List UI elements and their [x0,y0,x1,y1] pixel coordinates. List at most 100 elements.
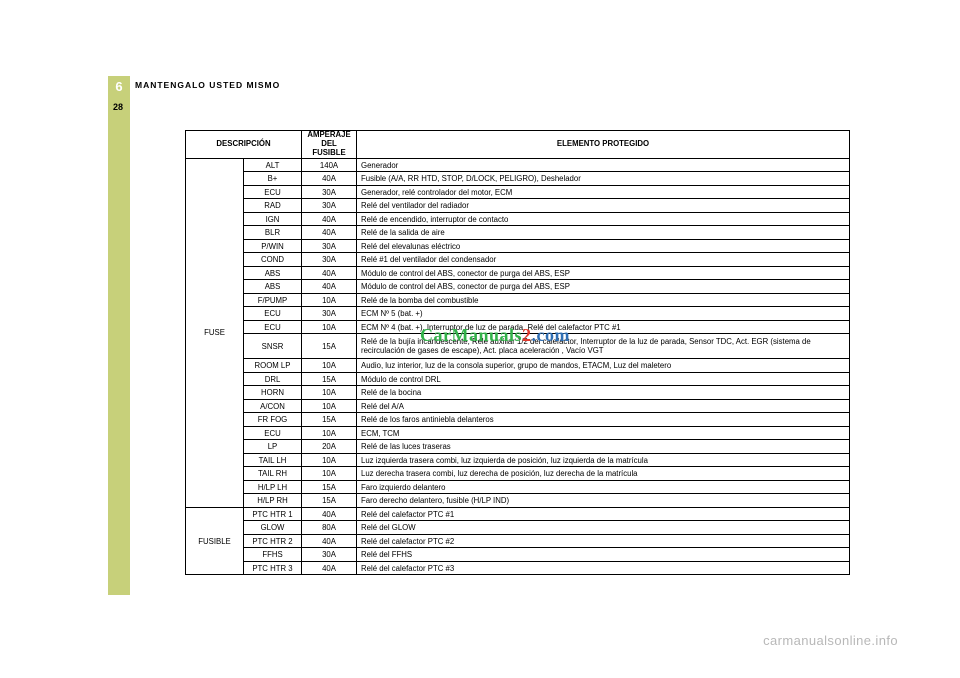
sub-cell: PTC HTR 1 [244,507,302,521]
group-cell: FUSE [186,158,244,507]
table-row: DRL15AMódulo de control DRL [186,372,850,386]
element-cell: ECM Nº 5 (bat. +) [357,307,850,321]
table-row: HORN10ARelé de la bocina [186,386,850,400]
amp-cell: 15A [302,480,357,494]
element-cell: Relé del ventilador del radiador [357,199,850,213]
page-number: 28 [113,102,123,112]
sub-cell: ECU [244,320,302,334]
element-cell: Módulo de control del ABS, conector de p… [357,266,850,280]
element-cell: Relé del A/A [357,399,850,413]
header-description: DESCRIPCIÓN [186,131,302,159]
sub-cell: FR FOG [244,413,302,427]
element-cell: Luz izquierda trasera combi, luz izquier… [357,453,850,467]
sub-cell: ALT [244,158,302,172]
sub-cell: FFHS [244,548,302,562]
element-cell: ECM Nº 4 (bat. +), Interruptor de luz de… [357,320,850,334]
sub-cell: GLOW [244,521,302,535]
element-cell: Relé del calefactor PTC #1 [357,507,850,521]
table-row: A/CON10ARelé del A/A [186,399,850,413]
element-cell: Relé del GLOW [357,521,850,535]
element-cell: Generador [357,158,850,172]
element-cell: ECM, TCM [357,426,850,440]
amp-cell: 15A [302,372,357,386]
sub-cell: ABS [244,280,302,294]
element-cell: Relé #1 del ventilador del condensador [357,253,850,267]
table-body: FUSEALT140AGeneradorB+40AFusible (A/A, R… [186,158,850,575]
sub-cell: PTC HTR 2 [244,534,302,548]
header-element: ELEMENTO PROTEGIDO [357,131,850,159]
amp-cell: 30A [302,239,357,253]
table-row: FUSEALT140AGenerador [186,158,850,172]
amp-cell: 15A [302,334,357,359]
table-row: PTC HTR 340ARelé del calefactor PTC #3 [186,561,850,575]
amp-cell: 10A [302,426,357,440]
table-row: TAIL RH10ALuz derecha trasera combi, luz… [186,467,850,481]
header-amperage: AMPERAJE DEL FUSIBLE [302,131,357,159]
sidebar-strip [108,98,130,595]
table-row: ABS40AMódulo de control del ABS, conecto… [186,266,850,280]
element-cell: Relé del FFHS [357,548,850,562]
page: 6 MANTENGALO USTED MISMO 28 DESCRIPCIÓN … [0,0,960,678]
table-row: GLOW80ARelé del GLOW [186,521,850,535]
element-cell: Relé de la salida de aire [357,226,850,240]
amp-cell: 15A [302,494,357,508]
element-cell: Relé del calefactor PTC #2 [357,534,850,548]
table-row: F/PUMP10ARelé de la bomba del combustibl… [186,293,850,307]
sub-cell: LP [244,440,302,454]
element-cell: Fusible (A/A, RR HTD, STOP, D/LOCK, PELI… [357,172,850,186]
sub-cell: TAIL LH [244,453,302,467]
sub-cell: F/PUMP [244,293,302,307]
table-row: BLR40ARelé de la salida de aire [186,226,850,240]
element-cell: Relé de las luces traseras [357,440,850,454]
table-row: TAIL LH10ALuz izquierda trasera combi, l… [186,453,850,467]
sub-cell: A/CON [244,399,302,413]
amp-cell: 40A [302,534,357,548]
chapter-title: MANTENGALO USTED MISMO [135,80,280,90]
table-row: FR FOG15ARelé de los faros antiniebla de… [186,413,850,427]
sub-cell: ECU [244,307,302,321]
table-row: ECU10AECM, TCM [186,426,850,440]
amp-cell: 30A [302,199,357,213]
sub-cell: ABS [244,266,302,280]
element-cell: Luz derecha trasera combi, luz derecha d… [357,467,850,481]
table-row: B+40AFusible (A/A, RR HTD, STOP, D/LOCK,… [186,172,850,186]
footer-url: carmanualsonline.info [763,633,898,648]
sub-cell: SNSR [244,334,302,359]
chapter-number-tab: 6 [108,76,130,98]
element-cell: Módulo de control DRL [357,372,850,386]
table-row: P/WIN30ARelé del elevalunas eléctrico [186,239,850,253]
amp-cell: 30A [302,185,357,199]
table-row: H/LP RH15AFaro derecho delantero, fusibl… [186,494,850,508]
sub-cell: DRL [244,372,302,386]
table-row: RAD30ARelé del ventilador del radiador [186,199,850,213]
amp-cell: 40A [302,172,357,186]
amp-cell: 40A [302,212,357,226]
amp-cell: 20A [302,440,357,454]
table-row: IGN40ARelé de encendido, interruptor de … [186,212,850,226]
table-row: ABS40AMódulo de control del ABS, conecto… [186,280,850,294]
amp-cell: 10A [302,359,357,373]
table-row: ECU10AECM Nº 4 (bat. +), Interruptor de … [186,320,850,334]
sub-cell: TAIL RH [244,467,302,481]
element-cell: Relé de la bujía incandescente, Relé aux… [357,334,850,359]
table-row: ROOM LP10AAudio, luz interior, luz de la… [186,359,850,373]
sub-cell: ROOM LP [244,359,302,373]
element-cell: Relé de la bomba del combustible [357,293,850,307]
amp-cell: 10A [302,453,357,467]
table-row: COND30ARelé #1 del ventilador del conden… [186,253,850,267]
table-row: SNSR15ARelé de la bujía incandescente, R… [186,334,850,359]
sub-cell: ECU [244,185,302,199]
table-row: LP20ARelé de las luces traseras [186,440,850,454]
sub-cell: B+ [244,172,302,186]
group-cell: FUSIBLE [186,507,244,575]
amp-cell: 15A [302,413,357,427]
element-cell: Audio, luz interior, luz de la consola s… [357,359,850,373]
element-cell: Generador, relé controlador del motor, E… [357,185,850,199]
sub-cell: BLR [244,226,302,240]
amp-cell: 140A [302,158,357,172]
sub-cell: RAD [244,199,302,213]
table-row: FUSIBLEPTC HTR 140ARelé del calefactor P… [186,507,850,521]
element-cell: Faro derecho delantero, fusible (H/LP IN… [357,494,850,508]
element-cell: Relé del calefactor PTC #3 [357,561,850,575]
sub-cell: ECU [244,426,302,440]
